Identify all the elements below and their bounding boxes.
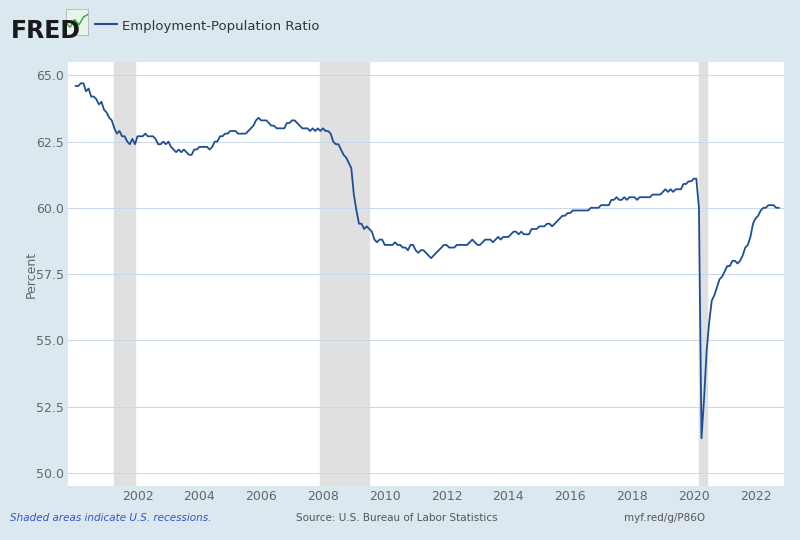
- Bar: [699, 62, 706, 486]
- Bar: [321, 62, 370, 486]
- Text: Employment-Population Ratio: Employment-Population Ratio: [122, 20, 319, 33]
- Bar: [114, 62, 135, 486]
- Y-axis label: Percent: Percent: [25, 251, 38, 298]
- Text: FRED: FRED: [10, 19, 80, 43]
- Text: Shaded areas indicate U.S. recessions.: Shaded areas indicate U.S. recessions.: [10, 512, 212, 523]
- Text: Source: U.S. Bureau of Labor Statistics: Source: U.S. Bureau of Labor Statistics: [296, 512, 498, 523]
- Text: myf.red/g/P86O: myf.red/g/P86O: [624, 512, 705, 523]
